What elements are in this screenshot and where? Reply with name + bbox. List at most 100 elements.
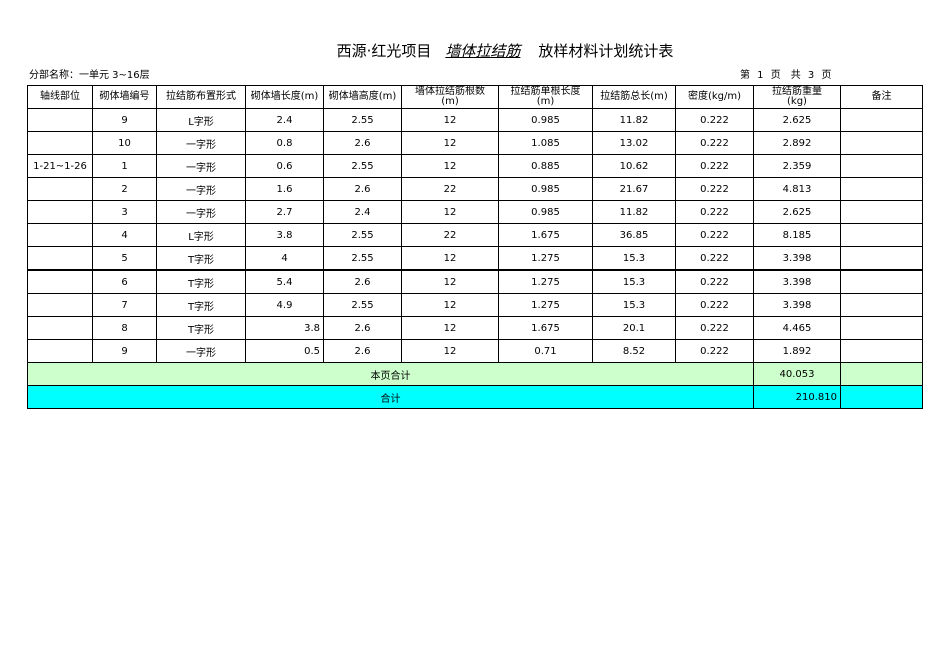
table-cell: 1.6 [245,177,324,201]
table-cell: 2.4 [323,200,402,224]
table-cell: 0.222 [675,108,754,132]
column-header: 拉结筋总长(m) [592,85,676,109]
table-cell: L字形 [156,108,246,132]
table-cell: 2.6 [323,131,402,155]
table-cell [840,293,923,317]
table-cell [27,131,93,155]
table-row: 1-21~1-26 1 一字形 0.6 2.55 12 0.885 10.62 0.222 2.3… [27,154,923,178]
table-cell: 1.275 [498,246,593,271]
table-cell: 一字形 [156,154,246,178]
table-cell: 2.6 [323,269,402,294]
table-row: 9 一字形 0.5 2.6 12 0.71 8.52 0.222 1.892 [27,339,923,363]
table-cell: 0.885 [498,154,593,178]
table-cell: 12 [401,339,499,363]
table-cell: 22 [401,177,499,201]
table-cell [840,316,923,340]
table-cell: 12 [401,246,499,271]
table-cell [27,108,93,132]
column-header: 拉结筋重量 (kg) [753,85,841,109]
page-info: 第 1 页 共 3 页 [740,70,832,81]
total-remark [840,385,923,409]
table-cell: 22 [401,223,499,247]
table-cell: 21.67 [592,177,676,201]
table-cell: 2 [92,177,157,201]
table-cell [840,131,923,155]
table-cell: 20.1 [592,316,676,340]
table-cell: 2.6 [323,316,402,340]
table-cell: 8 [92,316,157,340]
table-cell: 1.085 [498,131,593,155]
table-cell: 12 [401,293,499,317]
table-cell: 0.71 [498,339,593,363]
total-label: 合计 [27,385,754,409]
table-cell: 12 [401,200,499,224]
table-cell: 0.222 [675,223,754,247]
table-cell: 0.222 [675,246,754,271]
table-cell: 0.8 [245,131,324,155]
page-subtotal-row: 本页合计 40.053 [27,362,923,386]
title-suffix: 放样材料计划统计表 [538,42,674,60]
table-cell [840,177,923,201]
column-header: 砌体墙高度(m) [323,85,402,109]
table-cell: T字形 [156,269,246,294]
table-cell: 1.892 [753,339,841,363]
table-row: 7 T字形 4.9 2.55 12 1.275 15.3 0.222 3.398 [27,293,923,317]
table-cell: 2.55 [323,108,402,132]
table-cell: 4.465 [753,316,841,340]
table-cell: 3.8 [245,223,324,247]
table-cell: T字形 [156,246,246,271]
table-cell: 0.222 [675,154,754,178]
table-cell: 一字形 [156,177,246,201]
table-cell: 0.985 [498,177,593,201]
header-row: 轴线部位 砌体墙编号 拉结筋布置形式 砌体墙长度(m) 砌体墙高度(m) 墙体拉结筋根数(… [27,85,923,109]
table-cell: 0.985 [498,108,593,132]
table-cell [840,339,923,363]
table-cell: 4.9 [245,293,324,317]
table-cell [840,223,923,247]
table-cell: 0.222 [675,339,754,363]
column-header: 砌体墙编号 [92,85,157,109]
table-cell: 1-21~1-26 [27,154,93,178]
table-cell: 7 [92,293,157,317]
table-cell [27,223,93,247]
table-cell: 0.222 [675,269,754,294]
material-table: 轴线部位 砌体墙编号 拉结筋布置形式 砌体墙长度(m) 砌体墙高度(m) 墙体拉结筋根数(… [27,85,923,409]
table-cell: 4.813 [753,177,841,201]
table-cell: 13.02 [592,131,676,155]
table-cell: 36.85 [592,223,676,247]
table-cell: 8.185 [753,223,841,247]
column-header: 轴线部位 [27,85,93,109]
table-row: 2 一字形 1.6 2.6 22 0.985 21.67 0.222 4.813 [27,177,923,201]
table-cell: 0.6 [245,154,324,178]
table-cell [27,269,93,294]
subtotal-remark [840,362,923,386]
table-cell: 一字形 [156,200,246,224]
table-cell: 11.82 [592,200,676,224]
table-cell [27,177,93,201]
table-cell: 0.985 [498,200,593,224]
title-prefix: 西源·红光项目 [336,42,432,60]
table-cell: 5.4 [245,269,324,294]
table-cell: 2.55 [323,246,402,271]
table-cell: 4 [92,223,157,247]
table-cell: 1.675 [498,316,593,340]
table-cell: 2.55 [323,293,402,317]
column-header: 密度(kg/m) [675,85,754,109]
table-cell: 12 [401,131,499,155]
table-cell: T字形 [156,316,246,340]
table-cell: 15.3 [592,269,676,294]
table-cell: 15.3 [592,246,676,271]
table-cell [840,269,923,294]
subtotal-weight: 40.053 [753,362,841,386]
table-cell [27,200,93,224]
table-cell: 2.892 [753,131,841,155]
grand-total-row: 合计 210.810 [27,385,923,409]
table-row: 10 一字形 0.8 2.6 12 1.085 13.02 0.222 2.892 [27,131,923,155]
table-cell: 一字形 [156,131,246,155]
table-row: 4 L字形 3.8 2.55 22 1.675 36.85 0.222 8.185 [27,223,923,247]
table-cell: 2.55 [323,154,402,178]
table-cell: 3.8 [245,316,324,340]
table-cell: 0.222 [675,131,754,155]
table-cell: 8.52 [592,339,676,363]
document-title: 西源·红光项目 墙体拉结筋 放样材料计划统计表 [0,40,950,61]
